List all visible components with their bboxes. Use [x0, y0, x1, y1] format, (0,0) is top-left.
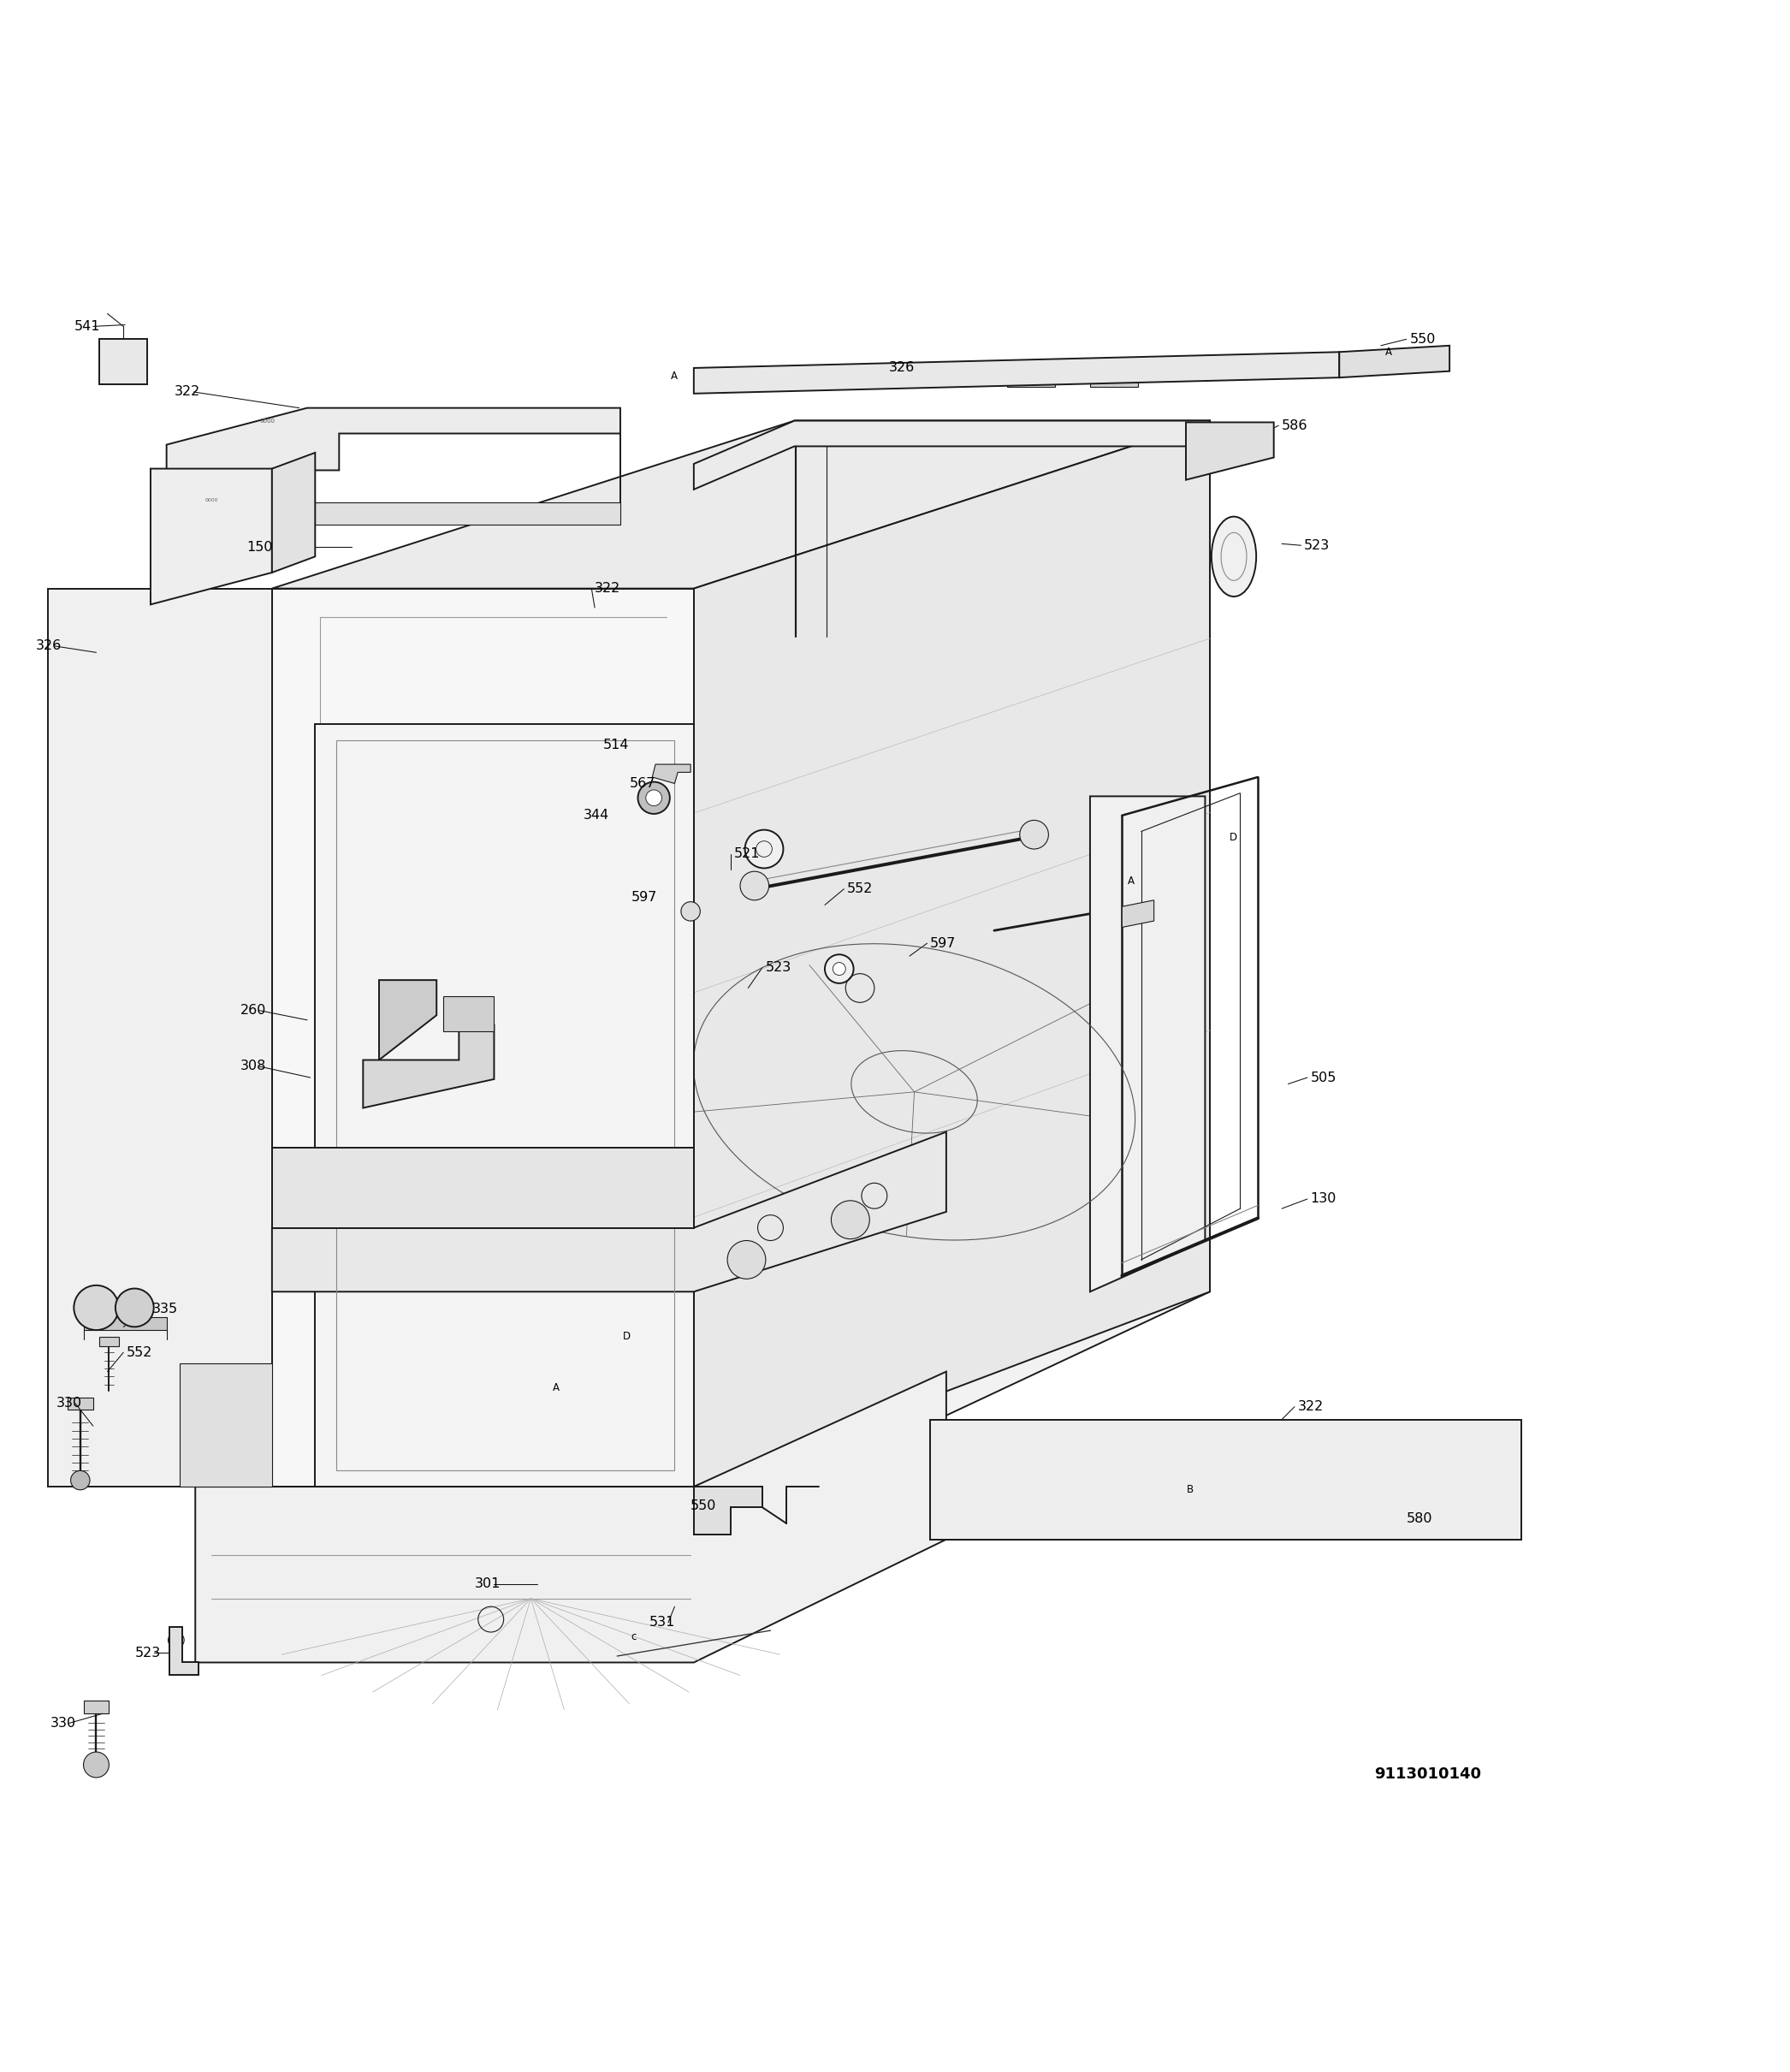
Bar	[1090, 367, 1138, 387]
Text: 330: 330	[50, 1718, 75, 1730]
Polygon shape	[150, 468, 272, 605]
Text: 505: 505	[1310, 1071, 1337, 1084]
Circle shape	[831, 1200, 870, 1239]
Circle shape	[832, 963, 845, 976]
Text: 552: 552	[847, 883, 874, 895]
Polygon shape	[1187, 423, 1274, 481]
Text: 322: 322	[594, 582, 621, 595]
Polygon shape	[695, 352, 1339, 394]
Text: 514: 514	[603, 740, 628, 752]
Text: 322: 322	[175, 385, 200, 398]
Text: 0000: 0000	[260, 419, 276, 423]
Polygon shape	[166, 408, 621, 470]
Text: 586: 586	[1282, 419, 1308, 431]
Polygon shape	[195, 1372, 947, 1662]
Circle shape	[727, 1241, 766, 1278]
Polygon shape	[795, 421, 1210, 1488]
Text: 130: 130	[1310, 1193, 1337, 1206]
Circle shape	[1020, 821, 1049, 850]
Text: B: B	[1187, 1484, 1194, 1496]
Polygon shape	[363, 1026, 494, 1109]
Text: 326: 326	[36, 640, 61, 653]
Text: D: D	[1230, 833, 1237, 843]
Circle shape	[646, 789, 662, 806]
Polygon shape	[315, 725, 695, 1488]
Text: 344: 344	[584, 808, 609, 823]
Bar	[1171, 1455, 1215, 1519]
Text: A: A	[671, 371, 677, 381]
Text: 597: 597	[931, 937, 956, 949]
Text: 335: 335	[152, 1303, 177, 1316]
Circle shape	[637, 781, 669, 814]
Text: 301: 301	[474, 1577, 501, 1591]
Circle shape	[739, 872, 770, 899]
Text: 9113010140: 9113010140	[1375, 1767, 1482, 1782]
Bar	[1394, 1455, 1439, 1519]
Polygon shape	[170, 1627, 199, 1676]
Text: 523: 523	[766, 961, 791, 974]
Polygon shape	[931, 1419, 1522, 1539]
Text: 567: 567	[630, 777, 655, 789]
Polygon shape	[1122, 899, 1155, 928]
Bar	[1058, 1455, 1103, 1519]
Polygon shape	[272, 452, 315, 572]
Polygon shape	[272, 421, 1210, 588]
Text: 0000: 0000	[204, 499, 218, 503]
Text: 523: 523	[134, 1647, 161, 1660]
Circle shape	[115, 1289, 154, 1326]
Text: 330: 330	[55, 1397, 82, 1409]
Circle shape	[84, 1753, 109, 1778]
Polygon shape	[48, 588, 272, 1488]
Polygon shape	[179, 1363, 272, 1488]
Polygon shape	[272, 1148, 695, 1229]
Text: 550: 550	[691, 1500, 716, 1513]
Polygon shape	[1339, 346, 1450, 377]
Polygon shape	[272, 1131, 947, 1291]
Bar	[84, 1701, 109, 1714]
Bar	[68, 1397, 93, 1409]
Text: 326: 326	[888, 361, 915, 375]
Text: A: A	[1385, 346, 1391, 358]
Text: 523: 523	[1305, 539, 1330, 551]
Text: 550: 550	[1409, 334, 1436, 346]
Polygon shape	[1090, 796, 1205, 1291]
Circle shape	[70, 1471, 89, 1490]
Text: 322: 322	[1298, 1401, 1323, 1413]
Text: D: D	[623, 1330, 630, 1343]
Polygon shape	[652, 765, 691, 783]
Bar	[1008, 367, 1054, 387]
Text: 580: 580	[1407, 1513, 1432, 1525]
Text: c: c	[630, 1631, 635, 1643]
Bar	[100, 1336, 118, 1347]
Polygon shape	[166, 501, 621, 524]
Bar	[963, 1455, 1008, 1519]
Text: 260: 260	[240, 1005, 267, 1017]
Polygon shape	[695, 421, 1210, 1488]
Polygon shape	[272, 588, 695, 1488]
Polygon shape	[442, 997, 494, 1032]
Text: A: A	[553, 1382, 558, 1392]
Text: 541: 541	[73, 319, 100, 334]
Polygon shape	[695, 1488, 763, 1535]
Text: A: A	[1128, 874, 1135, 887]
Circle shape	[680, 901, 700, 920]
Circle shape	[73, 1285, 118, 1330]
Text: 597: 597	[632, 891, 657, 903]
Circle shape	[745, 831, 784, 868]
Polygon shape	[695, 421, 1210, 489]
Bar	[1380, 352, 1409, 369]
Bar	[403, 1160, 507, 1216]
Text: 308: 308	[240, 1061, 267, 1073]
Bar	[84, 1318, 166, 1330]
Circle shape	[825, 955, 854, 984]
Text: 552: 552	[127, 1347, 152, 1359]
Bar	[1282, 1455, 1326, 1519]
Text: 150: 150	[247, 541, 272, 553]
Polygon shape	[100, 340, 147, 383]
Polygon shape	[379, 980, 437, 1061]
Ellipse shape	[1212, 516, 1257, 597]
Text: 521: 521	[734, 847, 759, 860]
Text: 531: 531	[650, 1616, 675, 1629]
